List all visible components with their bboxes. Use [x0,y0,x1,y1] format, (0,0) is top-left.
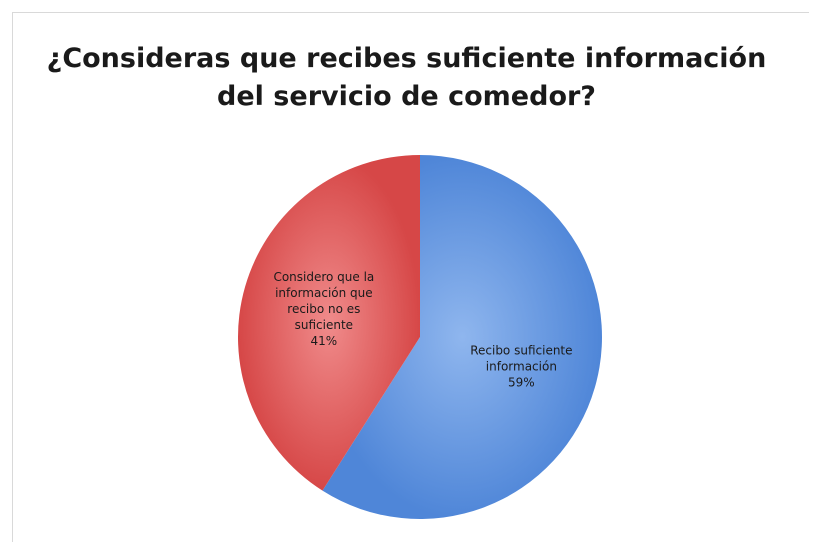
pie-slice-0 [322,155,602,519]
pie-slice-1 [237,155,420,491]
chart-title-line-1: ¿Consideras que recibes suficiente infor… [46,43,767,74]
chart-title-line-2: del servicio de comedor? [217,81,596,112]
pie-slice-label-0: Recibo suficiente información 59% [470,343,572,389]
pie-slice-label-1: Considero que la información que recibo no… [273,270,374,348]
chart-title: ¿Consideras que recibes suficiente infor… [0,40,813,116]
